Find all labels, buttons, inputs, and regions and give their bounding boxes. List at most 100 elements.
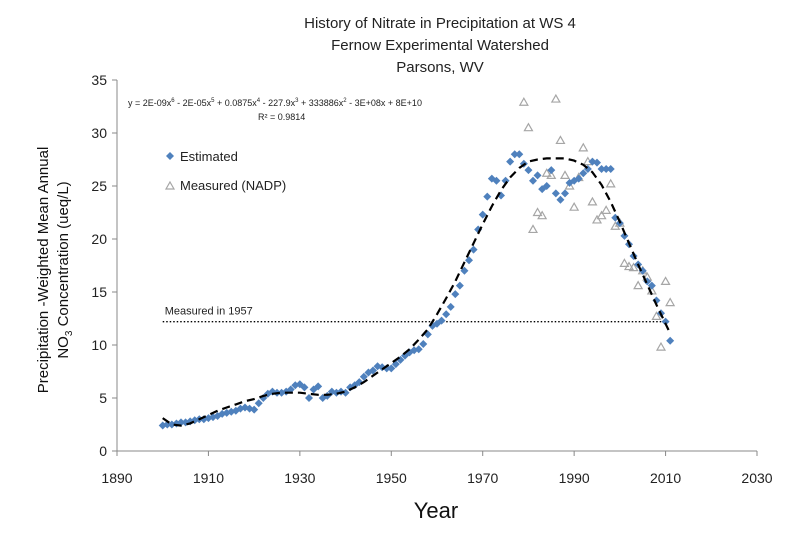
x-tick-label: 1910: [193, 470, 224, 486]
estimated-point: [574, 174, 583, 183]
eq-part-5: 4: [257, 98, 261, 104]
measured-point: [601, 205, 612, 214]
measured-1957-annotation: Measured in 1957: [162, 306, 666, 323]
estimated-point: [506, 157, 515, 166]
y-tick-label: 35: [91, 72, 107, 88]
title-line-3: Parsons, WV: [396, 59, 484, 76]
estimated-point: [451, 290, 460, 299]
measured-point: [550, 93, 561, 103]
measured-point: [569, 201, 580, 211]
estimated-point: [510, 150, 519, 159]
measured-point: [532, 207, 543, 217]
y-axis-title-line-1: Precipitation -Weighted Mean Annual: [35, 147, 52, 394]
legend-label-estimated: Estimated: [180, 149, 238, 164]
estimated-point: [524, 166, 533, 175]
measured-1957-label: Measured in 1957: [165, 306, 253, 318]
estimated-point: [551, 189, 560, 198]
legend-triangle-marker-icon: [164, 180, 176, 190]
estimated-point: [359, 372, 368, 381]
estimated-point: [465, 256, 473, 265]
estimated-point: [478, 210, 487, 219]
legend-label-measured: Measured (NADP): [180, 178, 286, 193]
estimated-point: [620, 231, 629, 240]
legend: Estimated Measured (NADP): [164, 149, 286, 193]
estimated-point: [414, 345, 423, 354]
measured-point: [523, 122, 534, 132]
measured-point: [619, 258, 630, 267]
estimated-point: [305, 394, 313, 402]
estimated-point: [556, 195, 565, 204]
eq-part-2: - 2E-05x: [175, 98, 212, 108]
axes: [112, 79, 758, 456]
estimated-point: [602, 165, 611, 174]
eq-part-0: y = 2E-09x: [128, 98, 172, 108]
y-axis-title-no: NO: [55, 336, 72, 359]
x-tick-label: 2030: [741, 470, 772, 486]
y-axis-title-subscript: 3: [64, 330, 75, 336]
eq-part-6: - 227.9x: [260, 98, 296, 108]
y-axis-title-line-2: NO3 Concentration (ueq/L): [55, 181, 75, 358]
measured-point: [651, 311, 662, 320]
title-line-2: Fernow Experimental Watershed: [331, 37, 549, 54]
estimated-point: [515, 150, 524, 159]
estimated-point: [250, 405, 259, 414]
estimated-point: [341, 388, 350, 397]
estimated-point: [611, 213, 620, 222]
measured-point: [587, 196, 598, 206]
eq-part-4: + 0.0875x: [214, 98, 257, 108]
measured-point: [559, 170, 571, 179]
y-axis-title-rest: Concentration (ueq/L): [55, 181, 72, 330]
chart-title: History of Nitrate in Precipitation at W…: [304, 15, 576, 76]
estimated-point: [369, 366, 377, 375]
equation-text: y = 2E-09x6 - 2E-05x5 + 0.0875x4 - 227.9…: [128, 98, 422, 108]
x-tick-label: 1950: [376, 470, 407, 486]
estimated-point: [542, 182, 551, 190]
x-tick-labels: 1890 1910 1930 1950 1970 1990 2010 2030: [101, 470, 772, 486]
estimated-point: [446, 302, 455, 311]
y-tick-label: 30: [91, 125, 107, 141]
eq-part-3: 5: [211, 98, 215, 104]
measured-point: [591, 214, 603, 224]
estimated-point: [469, 245, 478, 254]
y-axis-title: Precipitation -Weighted Mean Annual NO3 …: [35, 147, 75, 394]
estimated-point: [286, 385, 295, 394]
estimated-point: [606, 165, 615, 174]
estimated-point: [593, 158, 601, 167]
polynomial-fit-line: [162, 157, 672, 427]
measured-point: [546, 170, 557, 179]
estimated-point: [314, 382, 323, 391]
measured-point: [633, 280, 644, 290]
x-tick-label: 1990: [559, 470, 590, 486]
estimated-point: [419, 339, 428, 348]
legend-item-measured: Measured (NADP): [164, 178, 286, 193]
legend-diamond-marker-icon: [166, 152, 174, 160]
measured-point: [623, 261, 635, 271]
estimated-point: [533, 171, 542, 180]
measured-point: [564, 180, 575, 190]
measured-point: [596, 210, 607, 220]
estimated-point: [387, 364, 396, 373]
estimated-point: [442, 310, 451, 319]
estimated-point: [597, 165, 606, 174]
estimated-point: [455, 281, 464, 290]
measured-point: [578, 142, 589, 152]
x-tick-label: 2010: [650, 470, 681, 486]
estimated-point: [666, 336, 675, 345]
eq-part-7: 3: [295, 98, 299, 104]
estimated-point: [437, 316, 446, 325]
y-tick-labels: 0 5 10 15 20 25 30 35: [91, 72, 107, 459]
measured-point: [518, 97, 529, 106]
eq-part-1: 6: [171, 98, 175, 104]
r-squared-text: R² = 0.9814: [258, 112, 305, 122]
estimated-point: [579, 169, 588, 178]
series-measured: [518, 93, 676, 351]
y-tick-label: 5: [99, 390, 107, 406]
measured-point: [537, 210, 548, 220]
measured-point: [660, 276, 671, 285]
measured-point: [655, 341, 667, 351]
trendline-equation: y = 2E-09x6 - 2E-05x5 + 0.0875x4 - 227.9…: [128, 98, 422, 122]
measured-point: [605, 178, 616, 188]
y-tick-label: 15: [91, 284, 107, 300]
estimated-point: [661, 317, 670, 326]
